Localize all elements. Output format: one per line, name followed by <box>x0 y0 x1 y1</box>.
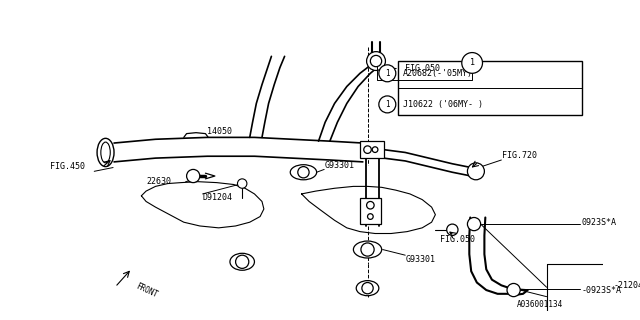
Text: D91204: D91204 <box>203 193 232 202</box>
Bar <box>397 61 582 115</box>
Ellipse shape <box>291 165 317 180</box>
Text: -21204: -21204 <box>614 281 640 290</box>
Bar <box>547 264 612 320</box>
Circle shape <box>447 224 458 236</box>
Circle shape <box>367 202 374 209</box>
Circle shape <box>361 243 374 256</box>
Text: FRONT: FRONT <box>135 281 159 299</box>
Circle shape <box>367 214 373 220</box>
Text: -0923S*A: -0923S*A <box>582 285 621 294</box>
Bar <box>360 141 383 158</box>
Circle shape <box>364 146 371 153</box>
Circle shape <box>237 179 247 188</box>
Text: A036001134: A036001134 <box>516 300 563 309</box>
Text: J10622 ('06MY- ): J10622 ('06MY- ) <box>403 100 483 109</box>
Circle shape <box>367 52 385 70</box>
Circle shape <box>467 218 481 231</box>
Circle shape <box>362 283 373 294</box>
Text: A20682(-'05MY): A20682(-'05MY) <box>403 69 474 78</box>
Circle shape <box>236 255 249 268</box>
Circle shape <box>379 96 396 113</box>
Text: 22630: 22630 <box>146 177 171 186</box>
Circle shape <box>371 55 381 67</box>
Text: 1: 1 <box>385 100 390 109</box>
Text: G93301: G93301 <box>325 161 355 170</box>
Text: 0923S*A: 0923S*A <box>582 218 616 227</box>
Text: G93301: G93301 <box>405 255 435 264</box>
Bar <box>360 198 381 224</box>
Ellipse shape <box>356 281 379 296</box>
Circle shape <box>298 167 309 178</box>
Text: 1: 1 <box>385 69 390 78</box>
Text: FIG.050: FIG.050 <box>405 64 440 73</box>
Ellipse shape <box>230 253 255 270</box>
Circle shape <box>187 169 200 183</box>
Text: 1: 1 <box>470 59 475 68</box>
Circle shape <box>372 147 378 152</box>
Text: FIG.050: FIG.050 <box>440 235 475 244</box>
Text: FIG.720: FIG.720 <box>502 151 538 160</box>
Ellipse shape <box>101 142 110 163</box>
Circle shape <box>467 163 484 180</box>
Circle shape <box>462 52 483 73</box>
Ellipse shape <box>353 241 381 258</box>
Text: 14050: 14050 <box>207 127 232 136</box>
Circle shape <box>507 284 520 297</box>
Circle shape <box>379 65 396 82</box>
Text: FIG.450: FIG.450 <box>50 162 85 171</box>
